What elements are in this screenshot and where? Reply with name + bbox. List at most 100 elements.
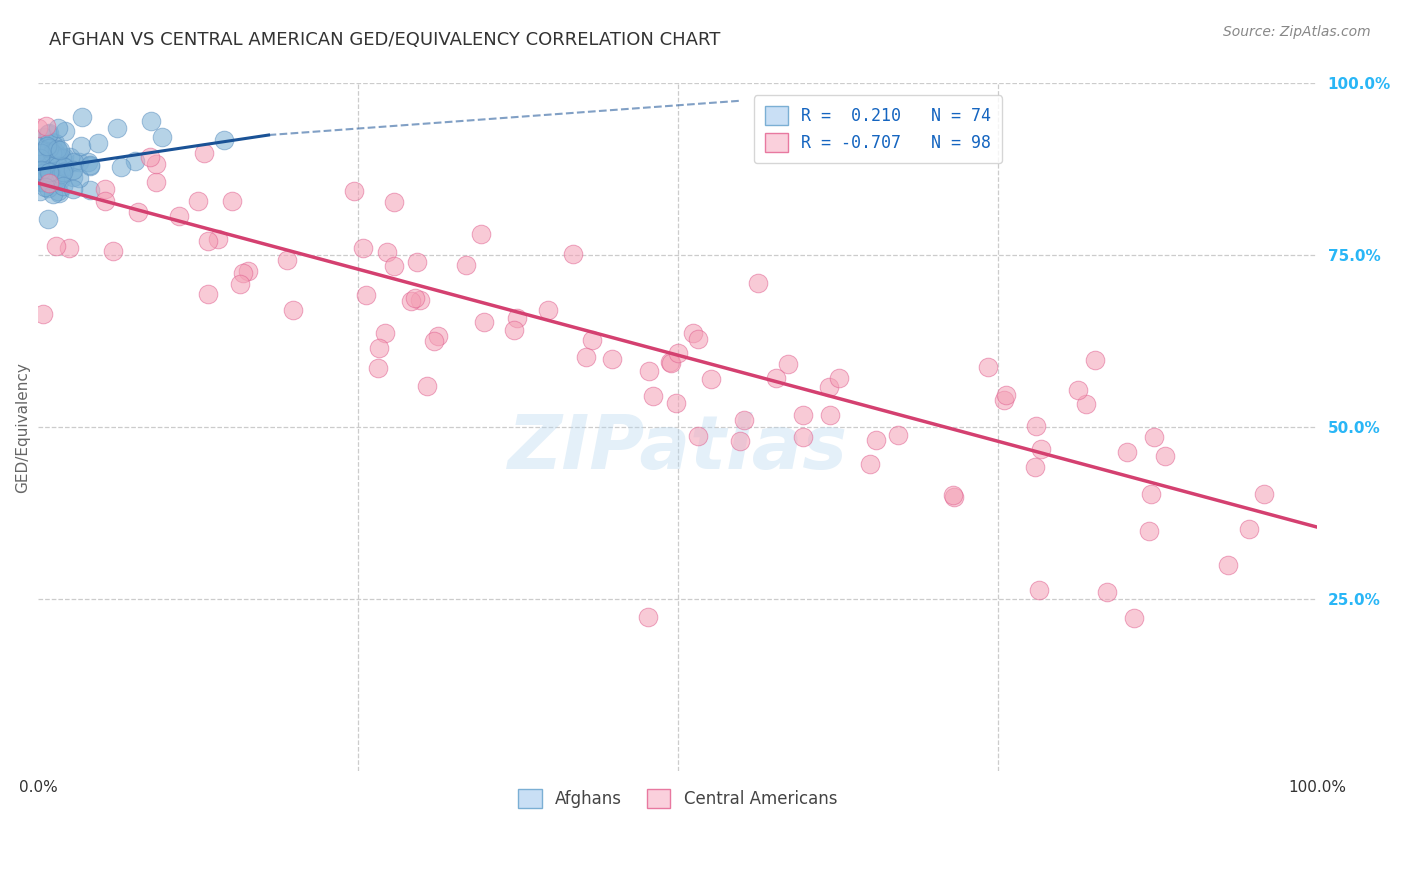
Point xyxy=(409,293,432,307)
Point xyxy=(374,326,396,341)
Point xyxy=(382,259,405,273)
Point xyxy=(1140,487,1163,501)
Point xyxy=(581,333,603,347)
Point xyxy=(52,150,75,164)
Point xyxy=(792,408,814,422)
Point xyxy=(42,145,65,159)
Point xyxy=(94,182,117,196)
Point xyxy=(375,244,398,259)
Point xyxy=(828,371,851,385)
Point xyxy=(145,157,167,171)
Point xyxy=(44,136,66,150)
Point xyxy=(1024,460,1046,475)
Point xyxy=(561,247,583,261)
Point xyxy=(45,239,67,253)
Point xyxy=(733,412,755,426)
Point xyxy=(637,609,659,624)
Point xyxy=(79,157,101,171)
Point xyxy=(666,345,689,359)
Legend: Afghans, Central Americans: Afghans, Central Americans xyxy=(512,782,844,814)
Point xyxy=(776,357,799,371)
Point xyxy=(659,356,682,370)
Point xyxy=(150,130,173,145)
Point xyxy=(886,427,908,442)
Point xyxy=(422,334,444,348)
Point xyxy=(1084,352,1107,367)
Point xyxy=(30,145,52,160)
Point xyxy=(28,162,51,177)
Point xyxy=(51,152,73,166)
Point xyxy=(42,187,65,202)
Point xyxy=(643,389,665,403)
Point xyxy=(39,165,62,179)
Point xyxy=(41,135,63,149)
Point xyxy=(207,232,229,246)
Point xyxy=(1028,582,1050,597)
Point xyxy=(79,183,101,197)
Point xyxy=(427,329,450,343)
Point xyxy=(212,133,235,147)
Point xyxy=(52,159,75,173)
Point xyxy=(602,352,624,367)
Point xyxy=(238,263,260,277)
Point xyxy=(70,111,93,125)
Point xyxy=(503,323,526,337)
Point xyxy=(659,354,682,368)
Point xyxy=(688,332,710,346)
Point xyxy=(38,126,60,140)
Point xyxy=(1025,419,1047,434)
Point xyxy=(105,121,128,136)
Point xyxy=(38,141,60,155)
Point xyxy=(575,350,598,364)
Point xyxy=(53,124,76,138)
Point xyxy=(368,341,391,355)
Point xyxy=(700,371,723,385)
Point xyxy=(38,158,60,172)
Point xyxy=(30,162,52,177)
Point xyxy=(993,392,1015,407)
Point xyxy=(537,303,560,318)
Point xyxy=(1074,397,1097,411)
Text: ZIPatlas: ZIPatlas xyxy=(508,411,848,484)
Point xyxy=(1216,558,1239,572)
Point xyxy=(28,151,51,165)
Point xyxy=(232,266,254,280)
Point xyxy=(58,241,80,255)
Point xyxy=(472,315,495,329)
Point xyxy=(70,139,93,153)
Point xyxy=(37,181,59,195)
Point xyxy=(197,235,219,249)
Point xyxy=(62,170,84,185)
Y-axis label: GED/Equivalency: GED/Equivalency xyxy=(15,362,30,493)
Point xyxy=(49,143,72,157)
Point xyxy=(404,291,426,305)
Point xyxy=(41,146,63,161)
Point xyxy=(44,172,66,186)
Point xyxy=(35,119,58,133)
Point xyxy=(1067,384,1090,398)
Point xyxy=(367,361,389,376)
Point xyxy=(37,212,59,227)
Point xyxy=(124,153,146,168)
Point xyxy=(1123,611,1146,625)
Point xyxy=(818,408,841,422)
Point xyxy=(32,129,55,144)
Point xyxy=(46,159,69,173)
Point xyxy=(62,182,84,196)
Point xyxy=(456,258,478,272)
Point xyxy=(1253,487,1275,501)
Point xyxy=(352,241,374,255)
Point xyxy=(27,139,49,153)
Point xyxy=(37,154,59,169)
Point xyxy=(406,255,429,269)
Point xyxy=(52,179,75,194)
Point xyxy=(67,155,90,169)
Point xyxy=(27,121,49,136)
Point xyxy=(1143,430,1166,444)
Point xyxy=(38,176,60,190)
Point xyxy=(1029,442,1052,456)
Point xyxy=(728,434,751,449)
Point xyxy=(46,143,69,157)
Point xyxy=(34,180,56,194)
Point xyxy=(28,185,51,199)
